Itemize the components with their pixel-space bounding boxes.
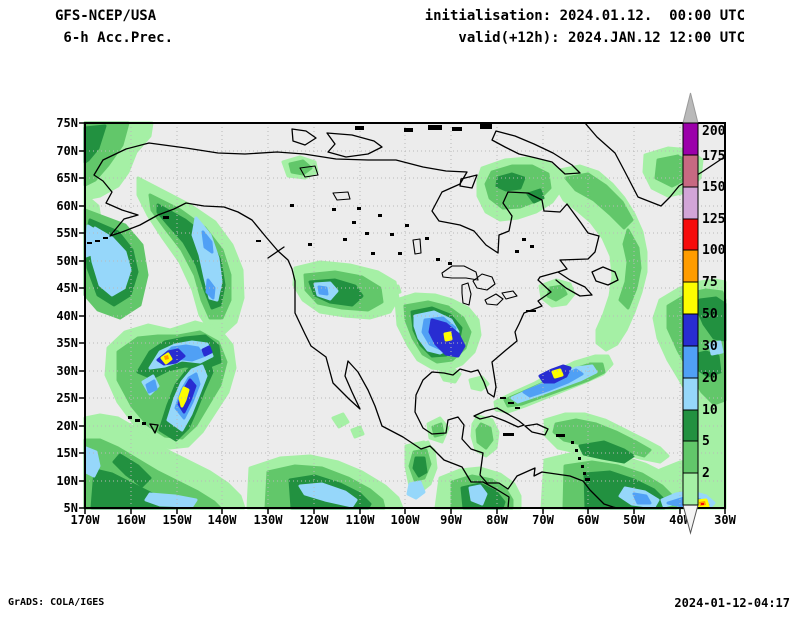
creation-timestamp: 2024-01-12-04:17 — [674, 596, 790, 610]
colorbar-tick-label: 125 — [702, 212, 725, 227]
colorbar-tick-label: 20 — [702, 371, 718, 386]
coastlines — [93, 122, 724, 509]
lat-tick-label: 55N — [56, 226, 78, 240]
lat-tick-label: 50N — [56, 254, 78, 268]
lat-tick-label: 5N — [64, 501, 78, 515]
lat-tick-label: 60N — [56, 199, 78, 213]
small-islands — [87, 124, 590, 481]
lat-tick-label: 30N — [56, 364, 78, 378]
grid-lines — [85, 123, 725, 508]
lon-tick-label: 80W — [486, 513, 508, 527]
lat-tick-label: 10N — [56, 474, 78, 488]
lon-tick-label: 150W — [163, 513, 193, 527]
colorbar-tick-label: 2 — [702, 466, 710, 481]
lon-tick-label: 160W — [117, 513, 147, 527]
colorbar-tick-label: 75 — [702, 275, 718, 290]
lon-tick-label: 120W — [300, 513, 330, 527]
colorbar-tick-label: 150 — [702, 180, 726, 195]
model-title: GFS-NCEP/USA — [55, 8, 157, 24]
lon-tick-label: 50W — [623, 513, 645, 527]
grads-credit: GrADS: COLA/IGES — [8, 597, 105, 608]
colorbar-tick-label: 5 — [702, 434, 710, 449]
colorbar-tick-label: 50 — [702, 307, 718, 322]
colorbar: 2 5 10 20 30 50 75 100 125 150 175 200 — [682, 92, 726, 535]
lat-tick-label: 45N — [56, 281, 78, 295]
lat-tick-label: 15N — [56, 446, 78, 460]
lon-tick-label: 140W — [208, 513, 238, 527]
colorbar-over-arrow — [682, 92, 699, 124]
lon-tick-label: 170W — [71, 513, 101, 527]
lon-axis: 170W 160W 150W 140W 130W 120W 110W 100W … — [71, 513, 737, 527]
great-lakes — [299, 165, 518, 306]
lon-tick-label: 30W — [714, 513, 736, 527]
lon-tick-label: 90W — [440, 513, 462, 527]
colorbar-tick-label: 200 — [702, 124, 726, 139]
lat-tick-label: 35N — [56, 336, 78, 350]
lat-tick-label: 75N — [56, 116, 78, 130]
field-title: 6-h Acc.Prec. — [55, 30, 174, 46]
axis-ticks — [79, 122, 726, 514]
colorbar-tick-label: 175 — [702, 149, 725, 164]
lon-tick-label: 130W — [254, 513, 284, 527]
colorbar-tick-label: 10 — [702, 403, 718, 418]
lon-tick-label: 60W — [577, 513, 599, 527]
lat-axis: 75N 70N 65N 60N 55N 50N 45N 40N 35N 30N … — [56, 116, 78, 515]
init-time-line: initialisation: 2024.01.12. 00:00 UTC — [424, 8, 745, 24]
valid-time-line: valid(+12h): 2024.JAN.12 12:00 UTC — [458, 30, 745, 46]
colorbar-tick-label: 30 — [702, 339, 718, 354]
lat-tick-label: 70N — [56, 144, 78, 158]
colorbar-tick-label: 100 — [702, 243, 726, 258]
lat-tick-label: 25N — [56, 391, 78, 405]
lat-tick-label: 65N — [56, 171, 78, 185]
lat-tick-label: 40N — [56, 309, 78, 323]
lon-tick-label: 100W — [391, 513, 421, 527]
lat-tick-label: 20N — [56, 419, 78, 433]
lon-tick-label: 110W — [346, 513, 376, 527]
lon-tick-label: 70W — [532, 513, 554, 527]
